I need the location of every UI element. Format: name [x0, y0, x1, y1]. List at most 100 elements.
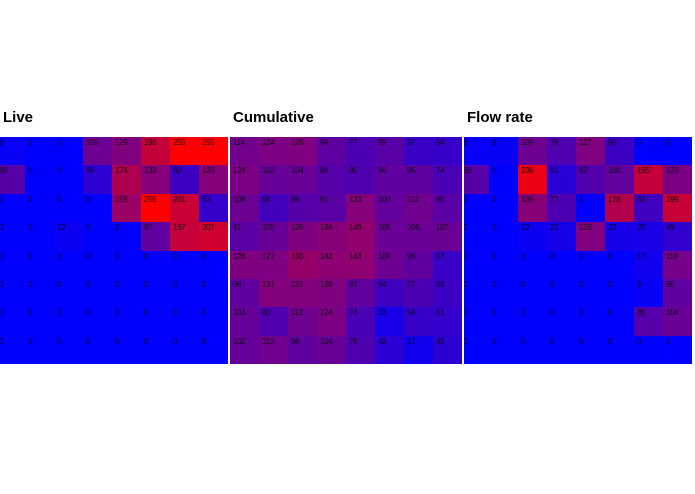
- panel-title-flow-rate: Flow rate: [467, 109, 533, 126]
- heatmap-cell: 23: [375, 307, 404, 336]
- cell-value-label: 128: [291, 138, 304, 147]
- cell-value-label: 97: [144, 223, 153, 233]
- heatmap-cell: 64: [375, 278, 404, 308]
- heatmap-cell: 85: [634, 307, 663, 336]
- heatmap-cell: 89: [375, 137, 404, 166]
- cell-value-label: 0: [86, 336, 91, 346]
- cell-value-label: 106: [407, 223, 420, 233]
- cell-value-label: 0: [521, 251, 526, 261]
- cell-value-label: 155: [115, 194, 128, 204]
- cell-value-label: 1: [666, 336, 671, 346]
- cell-value-label: 64: [378, 279, 387, 289]
- cell-value-label: 22: [550, 223, 559, 233]
- cell-value-label: 108: [233, 194, 246, 204]
- heatmap-cell: 195: [634, 165, 663, 194]
- heatmap-cell: 0: [170, 250, 199, 279]
- heatmap-cell: 0: [663, 137, 692, 166]
- heatmap-cell: 1: [663, 335, 692, 365]
- cell-value-label: 0: [550, 336, 555, 346]
- cell-value-label: 128: [579, 223, 592, 233]
- cell-value-label: 129: [115, 138, 128, 147]
- heatmap-cell: 0: [54, 307, 83, 336]
- heatmap-cell: 0: [170, 307, 199, 336]
- heatmap-cell: 60: [170, 165, 199, 194]
- heatmap-cell: 54: [433, 137, 462, 166]
- cell-value-label: 197: [173, 223, 186, 233]
- heatmap-cell: 97: [141, 222, 170, 251]
- cell-value-label: 1: [579, 194, 584, 204]
- cell-value-label: 12: [521, 223, 530, 233]
- heatmap-cell: 112: [288, 307, 317, 336]
- cell-value-label: 0: [57, 308, 62, 318]
- cell-value-label: 112: [262, 336, 274, 346]
- heatmap-cell: 128: [288, 137, 317, 166]
- heatmap-cell: 124: [230, 165, 259, 194]
- cell-value-label: 0: [579, 251, 584, 261]
- cell-value-label: 124: [262, 138, 275, 147]
- cell-value-label: 118: [666, 251, 678, 261]
- heatmap-cell: 124: [317, 307, 346, 336]
- heatmap-cell: 0: [0, 222, 25, 251]
- heatmap-cell: 54: [404, 307, 433, 336]
- heatmap-cell: 133: [199, 165, 228, 194]
- heatmap-cell: 0: [489, 307, 518, 336]
- cell-value-label: 79: [550, 138, 559, 147]
- heatmap-cell: 0: [576, 250, 605, 279]
- panel-title-live: Live: [3, 109, 34, 126]
- heatmap-cell: 0: [489, 193, 518, 223]
- cell-value-label: 0: [0, 279, 4, 289]
- cell-value-label: 0: [28, 251, 33, 261]
- cell-value-label: 0: [115, 279, 120, 289]
- heatmap-cell: 0: [25, 137, 54, 166]
- heatmap-cell: 0: [489, 165, 518, 194]
- cell-value-label: 195: [637, 166, 650, 176]
- cell-value-label: 0: [57, 166, 62, 176]
- heatmap-cell: 0: [576, 335, 605, 365]
- heatmap-cell: 108: [230, 193, 259, 223]
- cell-value-label: 54: [436, 138, 445, 147]
- heatmap-cell: 0: [464, 193, 489, 223]
- heatmap-cell: 106: [404, 222, 433, 251]
- cell-value-label: 128: [320, 279, 333, 289]
- heatmap-cell: 114: [230, 137, 259, 166]
- heatmap-cell: 0: [605, 278, 634, 308]
- heatmap-cell: 109: [518, 137, 547, 166]
- heatmap-cell: 128: [576, 222, 605, 251]
- cell-value-label: 0: [0, 336, 4, 346]
- heatmap-cell: 0: [112, 278, 141, 308]
- heatmap-cell: 112: [259, 335, 288, 365]
- heatmap-cell: 0: [141, 250, 170, 279]
- cell-value-label: 123: [666, 166, 679, 176]
- heatmap-cell: 0: [54, 137, 83, 166]
- heatmap-cell: 0: [0, 193, 25, 223]
- cell-value-label: 255: [144, 194, 157, 204]
- cell-value-label: 0: [464, 336, 468, 346]
- cell-value-label: 77: [349, 138, 358, 147]
- heatmap-cell: 0: [518, 335, 547, 365]
- heatmap-cell: 96: [230, 278, 259, 308]
- cell-value-label: 174: [115, 166, 128, 176]
- heatmap-live: 8 0 0 109 129 196 255 255 88 0 0 46 174 133 60 133 0 0 0 0 1…: [0, 137, 228, 365]
- heatmap-cell: 66: [259, 193, 288, 223]
- cell-value-label: 136: [320, 223, 333, 233]
- heatmap-cell: 0: [489, 250, 518, 279]
- cell-value-label: 142: [320, 251, 333, 261]
- heatmap-cell: 0: [634, 335, 663, 365]
- cell-value-label: 0: [144, 308, 149, 318]
- cell-value-label: 0: [57, 279, 62, 289]
- cell-value-label: 178: [608, 194, 621, 204]
- cell-value-label: 0: [115, 336, 120, 346]
- heatmap-cell: 95: [663, 278, 692, 308]
- cell-value-label: 201: [173, 194, 186, 204]
- panel-flow-rate: Flow rate 8 9 109 79 127 60 0 0 88 0 236 41 82 100 195…: [464, 108, 692, 494]
- heatmap-cell: 0: [112, 250, 141, 279]
- heatmap-cell: 0: [547, 307, 576, 336]
- heatmap-cell: 0: [547, 250, 576, 279]
- cell-value-label: 0: [57, 194, 62, 204]
- cell-value-label: 106: [378, 223, 391, 233]
- cell-value-label: 0: [86, 194, 91, 204]
- cell-value-label: 0: [608, 279, 613, 289]
- heatmap-cell: 103: [230, 307, 259, 336]
- panel-title-cumulative: Cumulative: [233, 109, 314, 126]
- heatmap-cell: 88: [0, 165, 25, 194]
